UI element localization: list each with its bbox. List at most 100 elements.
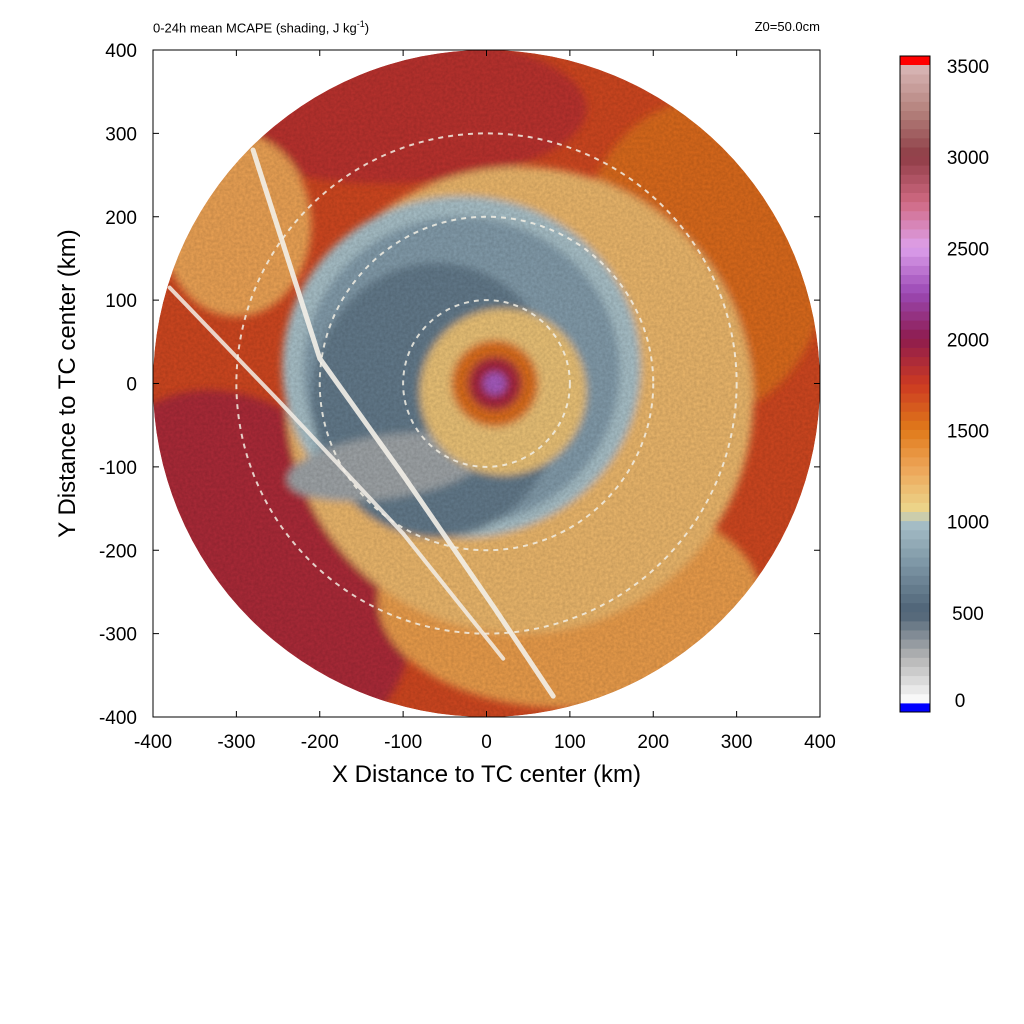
colorbar-segment: [900, 210, 930, 221]
x-tick-label: 300: [721, 732, 753, 753]
chart-title-text: 0-24h mean MCAPE (shading, J kg: [153, 20, 357, 36]
colorbar-segment: [900, 639, 930, 649]
coastline-west: [167, 285, 506, 661]
colorbar-segment: [900, 219, 930, 230]
colorbar-segment: [900, 311, 930, 321]
colorbar-segment: [900, 183, 930, 193]
colorbar-segment: [900, 247, 930, 257]
colorbar-segment: [900, 620, 930, 631]
colorbar-segment: [900, 447, 930, 458]
colorbar-segment: [900, 593, 930, 604]
colorbar-segment: [900, 119, 930, 130]
colorbar-segment: [900, 584, 930, 595]
colorbar-segment: [900, 347, 930, 358]
colorbar-segment: [900, 356, 930, 367]
range-ring-300: [235, 132, 738, 635]
y-tick-label: -300: [99, 625, 137, 646]
x-tick-label: -400: [134, 732, 172, 753]
colorbar-segment: [900, 675, 930, 686]
colorbar-segment: [900, 557, 930, 567]
colorbar-segment: [900, 630, 930, 640]
colorbar-tick-label: 1500: [947, 422, 989, 443]
colorbar-segment: [900, 520, 930, 531]
colorbar-segment: [900, 137, 930, 148]
roughness-annotation: Z0=50.0cm: [754, 19, 820, 34]
colorbar-segment: [900, 402, 930, 412]
y-tick-label: 100: [105, 291, 137, 312]
axes: -400 -300 -200 -100 0 100 200 300 400 400 300 200 10…: [54, 41, 836, 788]
colorbar-tick-label: 3000: [947, 148, 989, 169]
colorbar-tick-label: 2000: [947, 330, 989, 351]
colorbar-segment: [900, 320, 930, 330]
colorbar-segment: [900, 147, 930, 157]
colorbar-segment: [900, 420, 930, 430]
colorbar-segment: [900, 238, 930, 248]
colorbar-tick-label: 1000: [947, 513, 989, 534]
colorbar-segment: [900, 283, 930, 294]
colorbar-segment: [900, 156, 930, 166]
colorbar-segment: [900, 101, 930, 111]
colorbar-segment: [900, 65, 930, 75]
colorbar-segment: [900, 693, 930, 704]
colorbar-segment: [900, 484, 930, 494]
colorbar-segment: [900, 611, 930, 622]
colorbar-segment: [900, 657, 930, 667]
colorbar-tick-label: 0: [955, 691, 966, 712]
colorbar-segment: [900, 201, 930, 212]
colorbar-segment: [900, 411, 930, 421]
field-disk: [153, 50, 820, 717]
chart-title-superscript: -1: [356, 19, 365, 29]
colorbar-segment: [900, 502, 930, 512]
x-axis-label: X Distance to TC center (km): [332, 761, 641, 788]
range-ring-100: [402, 299, 571, 468]
colorbar-segment: [900, 192, 930, 203]
colorbar-segment: [900, 292, 930, 303]
colorbar-segment: [900, 329, 930, 339]
x-tick-label: -100: [384, 732, 422, 753]
y-tick-label: -100: [99, 458, 137, 479]
colorbar-segment: [900, 83, 930, 93]
colorbar-segment: [900, 265, 930, 276]
colorbar-segment: [900, 666, 930, 677]
colorbar-segment: [900, 274, 930, 285]
colorbar-segment: [900, 384, 930, 394]
overlays: [167, 132, 738, 699]
colorbar-segment: [900, 128, 930, 139]
chart-title-end: ): [364, 20, 370, 36]
colorbar-segment: [900, 438, 930, 449]
colorbar-segment: [900, 493, 930, 503]
colorbar-segment: [900, 648, 930, 658]
colorbar-segment: [900, 456, 930, 467]
colorbar-frame: [899, 55, 931, 713]
colorbar-segment: [900, 365, 930, 376]
x-tick-label: -200: [301, 732, 339, 753]
x-tick-label: 400: [804, 732, 836, 753]
colorbar-tick-label: 2500: [947, 239, 989, 260]
y-tick-label: -200: [99, 541, 137, 562]
y-tick-label: 200: [105, 208, 137, 229]
colorbar-tick-label: 500: [952, 604, 984, 625]
colorbar-segment: [900, 538, 930, 549]
colorbar-segment: [900, 511, 930, 522]
mcape-shading: [153, 50, 820, 717]
colorbar-segment: [900, 393, 930, 403]
colorbar-segment: [900, 74, 930, 84]
colorbar-segment: [900, 602, 930, 613]
colorbar-segment: [900, 110, 930, 121]
range-ring-200: [318, 215, 655, 552]
y-tick-label: 0: [126, 375, 137, 396]
colorbar-over-swatch: [900, 56, 930, 65]
colorbar-segment: [900, 529, 930, 540]
colorbar-segment: [900, 256, 930, 266]
colorbar-segment: [900, 575, 930, 585]
y-tick-label: 400: [105, 41, 137, 62]
colorbar-segment: [900, 548, 930, 558]
colorbar-segment: [900, 466, 930, 476]
colorbar-segment: [900, 566, 930, 576]
colorbar-segment: [900, 92, 930, 102]
colorbar-segment: [900, 301, 930, 312]
colorbar-segment: [900, 475, 930, 485]
y-axis-label: Y Distance to TC center (km): [54, 229, 81, 538]
